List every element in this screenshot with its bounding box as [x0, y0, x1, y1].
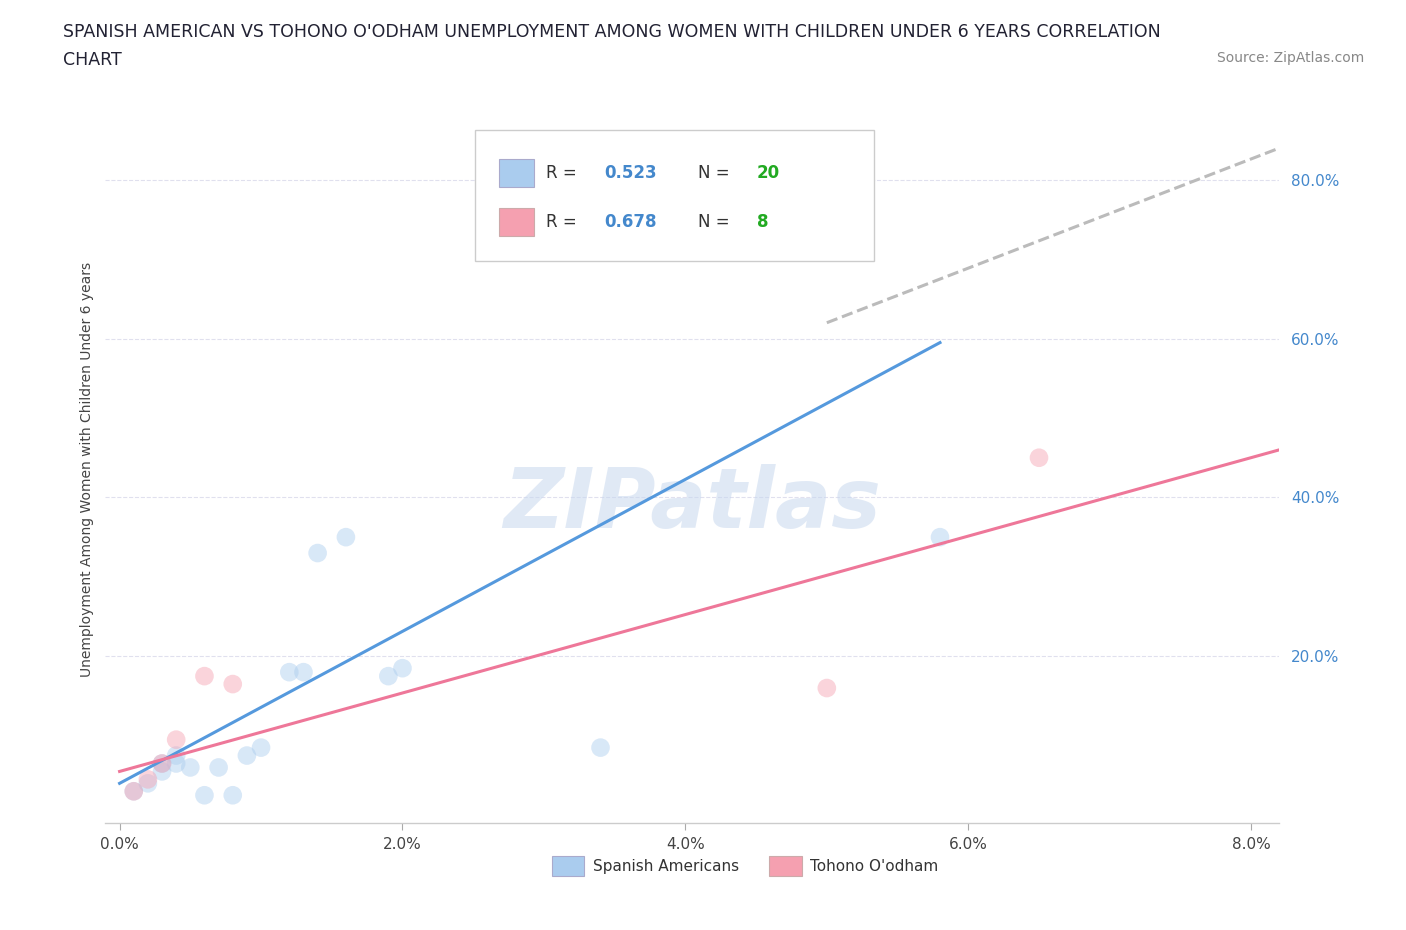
Point	[193, 788, 215, 803]
Y-axis label: Unemployment Among Women with Children Under 6 years: Unemployment Among Women with Children U…	[80, 262, 94, 677]
Point	[929, 530, 952, 545]
Text: ZIPatlas: ZIPatlas	[503, 464, 882, 546]
Point	[207, 760, 229, 775]
Point	[122, 784, 145, 799]
Point	[193, 669, 215, 684]
FancyBboxPatch shape	[769, 857, 801, 876]
Point	[236, 748, 259, 763]
Point	[391, 660, 413, 675]
FancyBboxPatch shape	[499, 208, 534, 236]
Text: 8: 8	[756, 213, 769, 232]
Point	[335, 530, 357, 545]
Text: 20: 20	[756, 164, 780, 181]
Point	[250, 740, 273, 755]
Point	[122, 784, 145, 799]
Text: N =: N =	[699, 213, 730, 232]
Text: 0.678: 0.678	[605, 213, 657, 232]
Point	[150, 756, 173, 771]
Text: Source: ZipAtlas.com: Source: ZipAtlas.com	[1216, 51, 1364, 65]
Point	[179, 760, 201, 775]
Text: R =: R =	[546, 164, 576, 181]
FancyBboxPatch shape	[475, 130, 875, 261]
Point	[222, 788, 245, 803]
Point	[165, 732, 187, 747]
Point	[165, 748, 187, 763]
Point	[150, 756, 173, 771]
Point	[278, 665, 301, 680]
Text: N =: N =	[699, 164, 730, 181]
Point	[165, 756, 187, 771]
Point	[222, 677, 245, 692]
Point	[377, 669, 399, 684]
Point	[136, 776, 159, 790]
Text: CHART: CHART	[63, 51, 122, 69]
Point	[589, 740, 612, 755]
Point	[1028, 450, 1050, 465]
Point	[815, 681, 838, 696]
Text: 0.523: 0.523	[605, 164, 657, 181]
Text: SPANISH AMERICAN VS TOHONO O'ODHAM UNEMPLOYMENT AMONG WOMEN WITH CHILDREN UNDER : SPANISH AMERICAN VS TOHONO O'ODHAM UNEMP…	[63, 23, 1161, 41]
Point	[150, 764, 173, 778]
Point	[292, 665, 315, 680]
Point	[307, 546, 329, 561]
FancyBboxPatch shape	[499, 159, 534, 187]
Point	[136, 772, 159, 787]
Text: R =: R =	[546, 213, 576, 232]
Text: Tohono O'odham: Tohono O'odham	[810, 858, 938, 873]
Text: Spanish Americans: Spanish Americans	[593, 858, 738, 873]
FancyBboxPatch shape	[551, 857, 585, 876]
